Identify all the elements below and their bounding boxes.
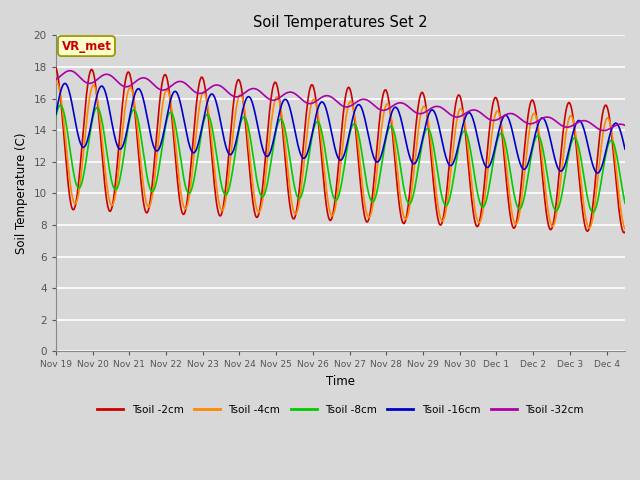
Y-axis label: Soil Temperature (C): Soil Temperature (C) (15, 132, 28, 254)
Legend: Tsoil -2cm, Tsoil -4cm, Tsoil -8cm, Tsoil -16cm, Tsoil -32cm: Tsoil -2cm, Tsoil -4cm, Tsoil -8cm, Tsoi… (93, 401, 588, 419)
X-axis label: Time: Time (326, 375, 355, 388)
Text: VR_met: VR_met (61, 39, 111, 52)
Title: Soil Temperatures Set 2: Soil Temperatures Set 2 (253, 15, 428, 30)
